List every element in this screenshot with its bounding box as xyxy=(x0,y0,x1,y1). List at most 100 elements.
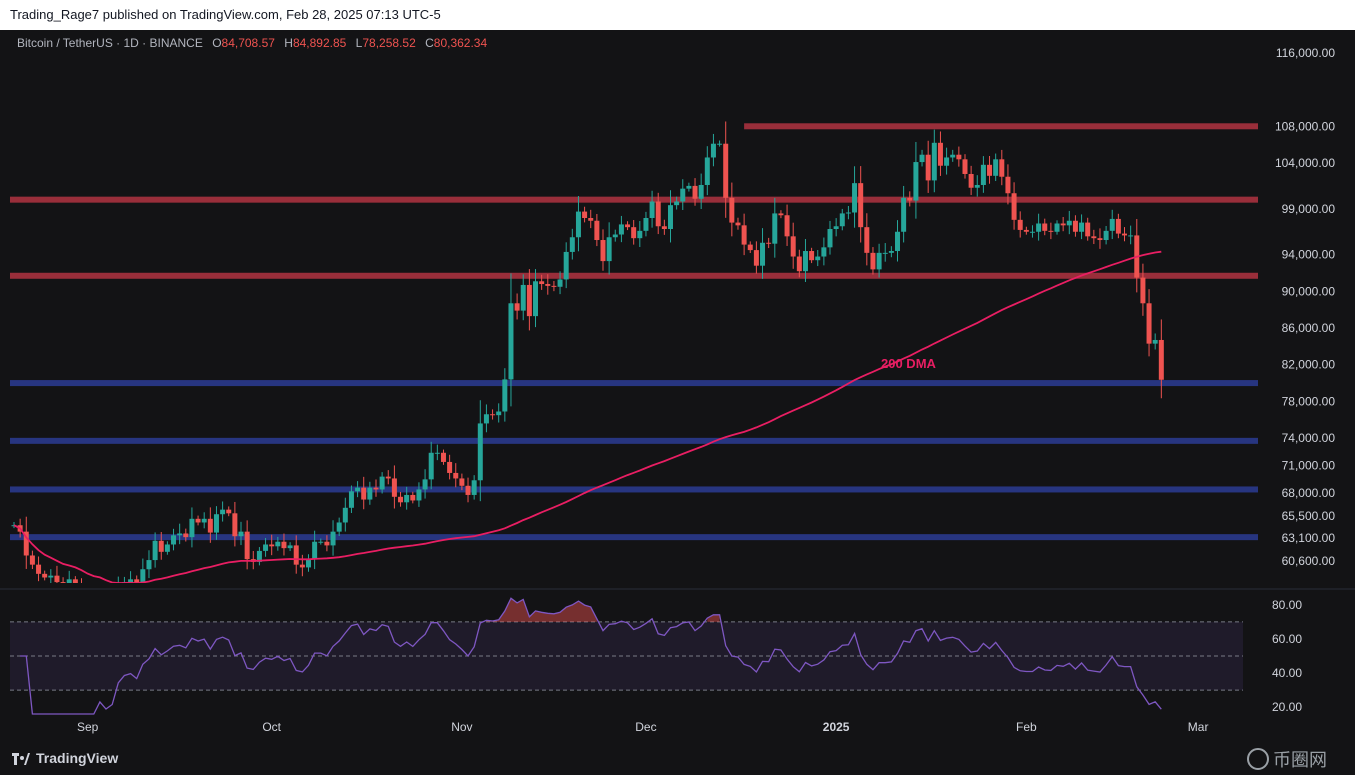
candle xyxy=(164,541,170,555)
candle-body xyxy=(680,188,686,202)
candle-body xyxy=(1079,222,1085,232)
candle xyxy=(557,271,563,295)
candle xyxy=(361,476,367,510)
candle xyxy=(520,274,526,321)
price-chart[interactable]: 200 DMA 116,000.00 108,000.00 104,000.00 99,… xyxy=(0,30,1355,742)
support-level-4 xyxy=(10,437,1258,444)
candle xyxy=(269,534,275,556)
candle-body xyxy=(1017,219,1023,230)
candle xyxy=(606,222,612,275)
candle xyxy=(121,576,127,583)
candle xyxy=(422,469,428,499)
candle-body xyxy=(1085,222,1091,237)
candle xyxy=(618,215,624,243)
candle-body xyxy=(275,541,281,547)
candle-body xyxy=(502,379,508,412)
candle xyxy=(483,404,489,433)
candle xyxy=(477,400,483,502)
candle xyxy=(306,554,311,572)
candle-body xyxy=(845,212,851,214)
candle xyxy=(625,221,631,231)
close-label: C xyxy=(425,36,434,50)
candle-body xyxy=(545,284,551,286)
candle-body xyxy=(54,575,60,583)
candle-body xyxy=(379,476,385,490)
price-tick-label: 82,000.00 xyxy=(1282,358,1336,372)
candle-body xyxy=(183,533,189,538)
rsi-overbought-fill xyxy=(486,598,720,622)
candle xyxy=(993,153,999,182)
candle-body xyxy=(533,281,539,317)
candle-body xyxy=(827,229,833,248)
candle xyxy=(760,228,766,279)
candle xyxy=(944,147,950,175)
candle xyxy=(85,590,90,624)
candle xyxy=(355,481,361,498)
time-tick-label: Dec xyxy=(635,720,656,734)
candle-body xyxy=(1152,339,1158,344)
tradingview-brand[interactable]: TradingView xyxy=(12,750,118,766)
candle-body xyxy=(766,242,772,244)
candle xyxy=(1023,226,1029,235)
candle-body xyxy=(612,234,618,238)
candle-body xyxy=(312,541,318,560)
candle-body xyxy=(428,452,434,480)
candle-body xyxy=(104,596,109,623)
candle-body xyxy=(557,279,563,287)
candle xyxy=(60,577,66,583)
candle xyxy=(287,542,293,552)
candle-body xyxy=(944,157,950,166)
candle-body xyxy=(1158,339,1164,380)
price-tick-label: 99,000.00 xyxy=(1282,202,1336,216)
candle xyxy=(471,475,477,500)
candle xyxy=(974,175,980,197)
candle-body xyxy=(213,514,219,533)
candle-body xyxy=(330,531,336,546)
candle xyxy=(1060,216,1066,232)
candle xyxy=(741,213,747,256)
support-level-3 xyxy=(10,380,1258,387)
rsi-tick-label: 40.00 xyxy=(1272,666,1302,680)
candle xyxy=(833,218,839,237)
candle xyxy=(1072,215,1078,237)
candle-body xyxy=(575,211,581,238)
candle-body xyxy=(134,579,140,583)
candle xyxy=(42,570,48,581)
candle xyxy=(171,528,177,551)
candle xyxy=(931,129,937,193)
candle xyxy=(1109,209,1115,240)
candle xyxy=(919,149,925,167)
candle-body xyxy=(625,224,631,228)
candle-body xyxy=(373,487,379,490)
candle-body xyxy=(778,213,784,216)
candle xyxy=(1011,182,1017,230)
candle-body xyxy=(391,478,397,497)
rsi-line xyxy=(20,597,1162,715)
candle-body xyxy=(870,252,876,270)
candle xyxy=(674,196,680,210)
candle xyxy=(1146,289,1152,357)
candle-body xyxy=(508,303,514,380)
candle xyxy=(293,535,299,574)
candle-body xyxy=(189,518,195,538)
candle xyxy=(575,195,581,252)
candle xyxy=(244,520,250,570)
candle-body xyxy=(643,218,649,231)
candle-body xyxy=(201,518,207,523)
candle-body xyxy=(582,211,588,219)
candle-body xyxy=(1029,231,1035,233)
candle-body xyxy=(1115,218,1121,234)
candle-body xyxy=(287,545,293,549)
candle-body xyxy=(232,513,238,537)
candle xyxy=(845,205,851,220)
price-tick-label: 71,000.00 xyxy=(1282,459,1336,473)
candle-body xyxy=(116,592,121,618)
candle-body xyxy=(631,227,637,239)
candle-body xyxy=(802,251,808,272)
price-tick-label: 60,600.00 xyxy=(1282,554,1336,568)
open-label: O xyxy=(212,36,222,50)
candle-body xyxy=(1097,238,1103,241)
candle xyxy=(802,239,808,283)
candle xyxy=(379,472,385,494)
candle-body xyxy=(97,596,102,609)
